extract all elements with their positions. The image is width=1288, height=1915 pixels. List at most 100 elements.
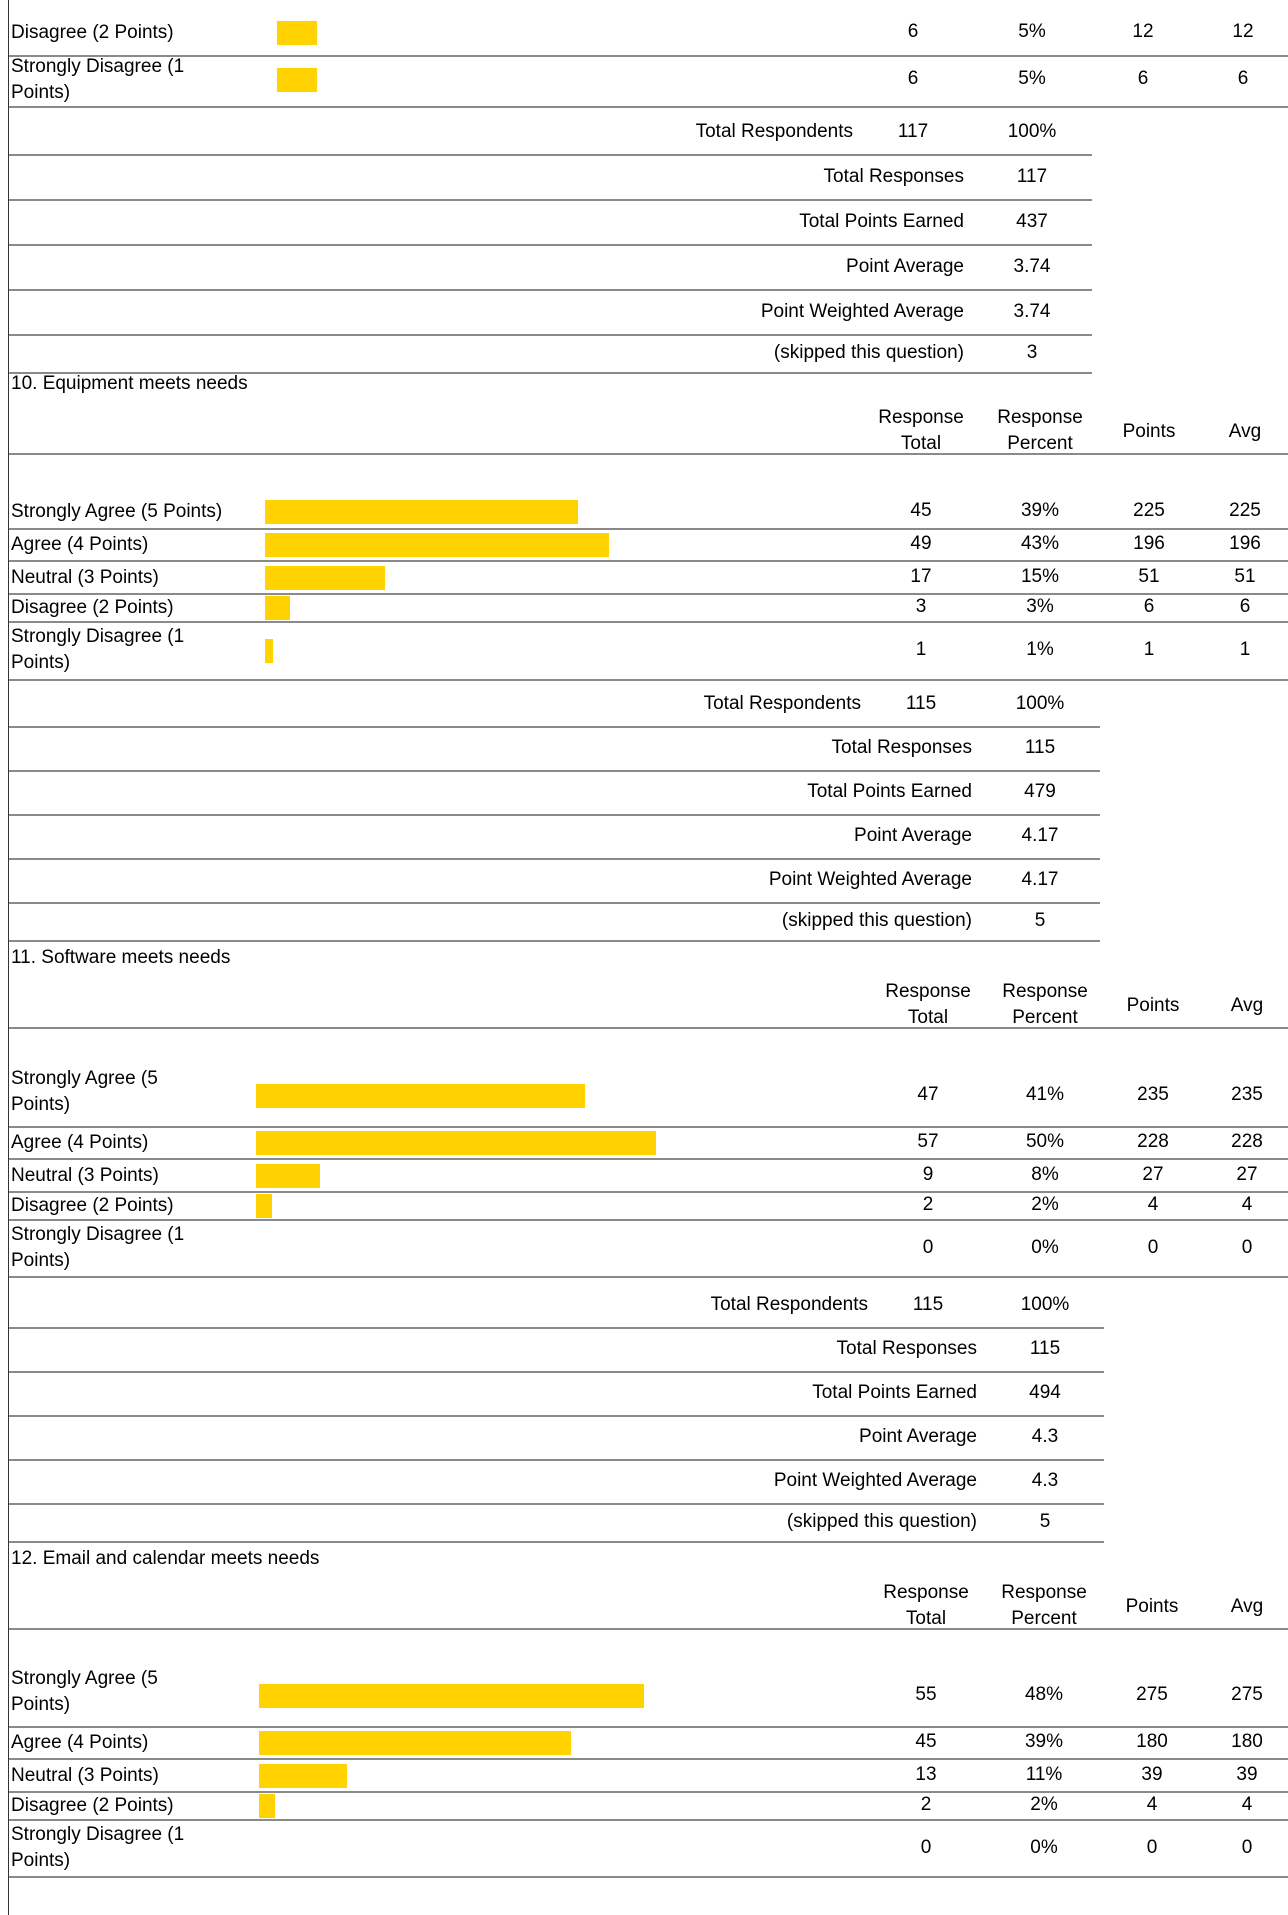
response-count: 13 xyxy=(915,1763,937,1785)
header-divider xyxy=(9,453,1288,455)
summary-divider xyxy=(9,770,1100,772)
header-response-total: Response Total xyxy=(883,1582,969,1629)
row-divider xyxy=(9,1191,1288,1193)
points-value: 27 xyxy=(1142,1163,1164,1185)
summary-value: 115 xyxy=(1024,737,1056,758)
answer-label: Strongly Disagree (1 Points) xyxy=(11,56,185,103)
summary-label: Point Average xyxy=(846,255,964,277)
answer-label: Disagree (2 Points) xyxy=(11,22,174,43)
summary-value: 494 xyxy=(1029,1382,1061,1403)
response-count: 45 xyxy=(915,1731,937,1752)
summary-divider xyxy=(9,244,1092,246)
summary-value: 117 xyxy=(1016,165,1048,187)
points-value: 235 xyxy=(1137,1083,1169,1105)
response-percent: 39% xyxy=(1024,1731,1064,1752)
response-bar xyxy=(265,565,385,590)
header-points: Points xyxy=(1126,995,1180,1016)
response-percent: 41% xyxy=(1025,1083,1065,1105)
avg-value: 4 xyxy=(1241,1194,1253,1215)
response-bar xyxy=(256,1194,272,1218)
question-title: 11. Software meets needs xyxy=(11,947,231,968)
answer-label: Disagree (2 Points) xyxy=(11,1795,174,1816)
summary-label: Total Points Earned xyxy=(799,210,964,232)
points-value: 228 xyxy=(1137,1131,1169,1152)
response-percent: 0% xyxy=(1030,1836,1058,1858)
avg-value: 0 xyxy=(1241,1236,1253,1258)
header-divider xyxy=(9,1628,1288,1630)
row-divider xyxy=(9,593,1288,595)
summary-value: 3 xyxy=(1026,342,1038,363)
response-count: 3 xyxy=(915,596,927,617)
header-avg: Avg xyxy=(1230,995,1264,1016)
avg-value: 6 xyxy=(1239,596,1251,617)
response-percent: 5% xyxy=(1018,21,1046,42)
answer-label: Neutral (3 Points) xyxy=(11,1164,159,1186)
summary-label: Total Respondents xyxy=(703,693,861,714)
response-bar xyxy=(277,21,317,45)
row-divider xyxy=(9,560,1288,562)
answer-label: Disagree (2 Points) xyxy=(11,1195,174,1216)
summary-value: 115 xyxy=(1029,1338,1061,1359)
summary-value: 437 xyxy=(1016,210,1048,232)
row-divider xyxy=(9,106,1288,108)
points-value: 196 xyxy=(1133,533,1165,554)
summary-label: Point Average xyxy=(854,825,972,846)
header-points: Points xyxy=(1125,1596,1179,1617)
summary-value: 5 xyxy=(1034,910,1046,931)
response-bar xyxy=(259,1731,571,1755)
row-divider xyxy=(9,1158,1288,1160)
points-value: 225 xyxy=(1133,500,1165,521)
avg-value: 4 xyxy=(1241,1794,1253,1815)
header-response-percent: Response Percent xyxy=(1001,1582,1087,1629)
response-bar xyxy=(265,639,273,663)
response-count: 55 xyxy=(915,1683,937,1705)
summary-divider xyxy=(9,814,1100,816)
summary-label: (skipped this question) xyxy=(773,342,964,363)
row-divider xyxy=(9,55,1288,57)
answer-label: Strongly Agree (5 Points) xyxy=(11,1668,158,1715)
response-count: 0 xyxy=(922,1236,934,1258)
points-value: 275 xyxy=(1136,1683,1168,1705)
summary-divider xyxy=(9,1541,1104,1543)
points-value: 180 xyxy=(1136,1731,1168,1752)
summary-value: 4.17 xyxy=(1021,825,1059,846)
summary-divider xyxy=(9,289,1092,291)
summary-label: Point Weighted Average xyxy=(773,1470,977,1491)
response-percent: 50% xyxy=(1025,1131,1065,1152)
points-value: 4 xyxy=(1147,1194,1159,1215)
points-value: 12 xyxy=(1132,21,1154,42)
points-value: 39 xyxy=(1141,1763,1163,1785)
avg-value: 275 xyxy=(1231,1683,1263,1705)
response-count: 17 xyxy=(910,565,932,587)
response-count: 0 xyxy=(920,1836,932,1858)
response-bar xyxy=(259,1794,275,1818)
summary-divider xyxy=(9,1327,1104,1329)
summary-label: Point Weighted Average xyxy=(760,300,964,322)
summary-divider xyxy=(9,334,1092,336)
summary-divider xyxy=(9,372,1092,374)
avg-value: 51 xyxy=(1234,565,1256,587)
question-title: 10. Equipment meets needs xyxy=(11,373,248,394)
points-value: 1 xyxy=(1143,639,1155,660)
response-count: 9 xyxy=(922,1163,934,1185)
response-percent: 8% xyxy=(1031,1163,1059,1185)
summary-divider xyxy=(9,1371,1104,1373)
response-bar xyxy=(259,1763,347,1788)
answer-label: Agree (4 Points) xyxy=(11,1132,149,1153)
header-response-total: Response Total xyxy=(878,407,964,454)
summary-value: 3.74 xyxy=(1013,255,1051,277)
response-count: 45 xyxy=(910,500,932,521)
answer-label: Disagree (2 Points) xyxy=(11,597,174,618)
response-bar xyxy=(259,1683,644,1708)
points-value: 4 xyxy=(1146,1794,1158,1815)
points-value: 0 xyxy=(1147,1236,1159,1258)
question-title: 12. Email and calendar meets needs xyxy=(11,1548,320,1569)
answer-label: Neutral (3 Points) xyxy=(11,566,159,588)
answer-label: Strongly Disagree (1 Points) xyxy=(11,1824,185,1871)
summary-value: 115 xyxy=(905,693,937,714)
summary-label: Total Points Earned xyxy=(807,781,972,802)
response-count: 6 xyxy=(907,67,919,89)
row-divider xyxy=(9,679,1288,681)
summary-value: 4.3 xyxy=(1031,1426,1059,1447)
